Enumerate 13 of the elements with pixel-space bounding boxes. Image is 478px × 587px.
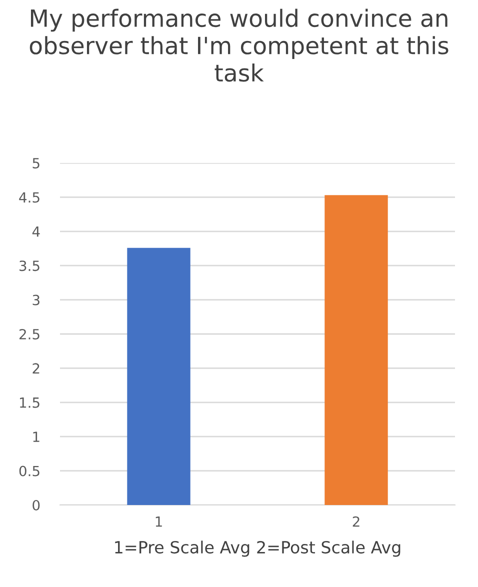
y-tick-label: 2.5 — [19, 328, 40, 340]
y-tick-label: 0.5 — [19, 466, 40, 476]
y-tick-label: 4 — [32, 226, 40, 237]
x-axis-title: 1=Pre Scale Avg 2=Post Scale Avg — [115, 540, 400, 557]
y-tick-label: 5 — [32, 158, 40, 168]
y-tick-label: 3.5 — [20, 260, 40, 272]
y-tick-label: 0 — [32, 500, 40, 510]
chart-title: My performance would convince an observer that I'm competent at this task — [30, 8, 448, 82]
y-tick-label: 2 — [32, 363, 40, 374]
y-tick-label: 3 — [32, 294, 40, 306]
y-tick-label: 1.5 — [20, 398, 40, 408]
y-tick-label: 1 — [33, 432, 40, 442]
y-tick-label: 4.5 — [19, 192, 40, 203]
